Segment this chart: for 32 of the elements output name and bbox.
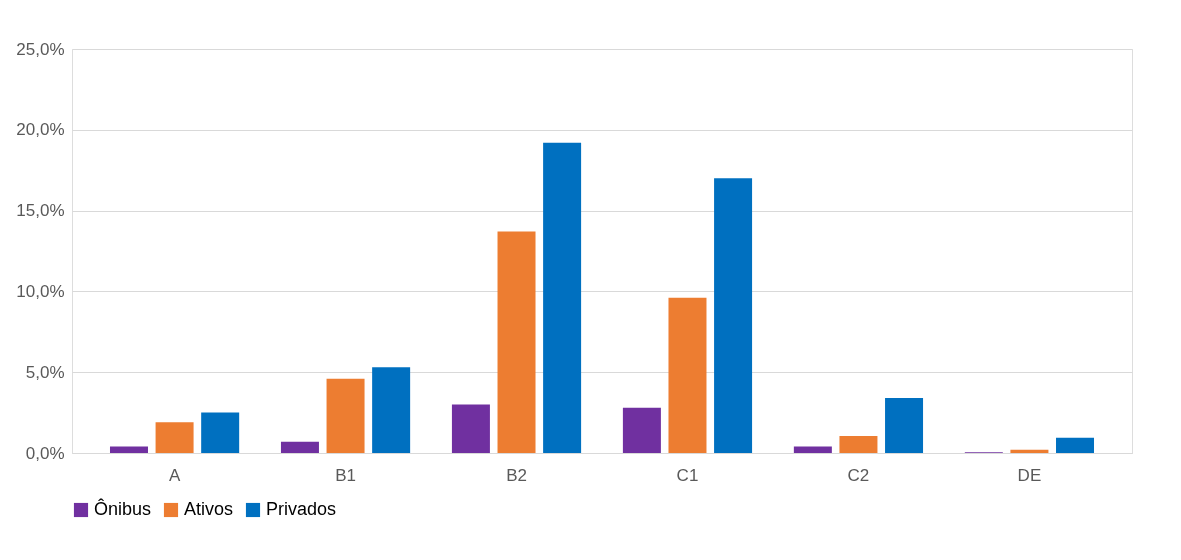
- bar: [201, 412, 240, 453]
- y-tick-label: 5,0%: [25, 362, 65, 382]
- x-tick-label: DE: [1017, 465, 1042, 485]
- y-tick-label: 15,0%: [16, 201, 65, 221]
- y-tick-label: 20,0%: [16, 120, 65, 140]
- bar: [451, 404, 490, 453]
- bar: [1010, 449, 1049, 453]
- bar: [793, 446, 832, 453]
- x-tick-label: C1: [676, 465, 699, 485]
- bar: [714, 178, 753, 453]
- x-tick-label: A: [168, 465, 181, 485]
- bar: [668, 297, 707, 453]
- bar: [280, 441, 319, 453]
- x-tick-label: B1: [335, 465, 356, 485]
- bar: [326, 378, 365, 453]
- legend-label: Privados: [266, 499, 337, 519]
- bar: [497, 231, 536, 453]
- bar: [1056, 437, 1095, 453]
- bar: [885, 398, 924, 453]
- y-tick-label: 0,0%: [25, 443, 65, 463]
- legend-label: Ônibus: [94, 498, 152, 519]
- bar: [839, 436, 878, 453]
- y-tick-label: 25,0%: [16, 39, 65, 59]
- bar: [543, 142, 582, 453]
- x-tick-label: B2: [506, 465, 527, 485]
- x-tick-label: C2: [847, 465, 870, 485]
- bar: [622, 407, 661, 453]
- legend-label: Ativos: [184, 499, 234, 519]
- bar: [109, 446, 148, 453]
- bar: [155, 422, 194, 453]
- bar: [372, 367, 411, 453]
- y-tick-label: 10,0%: [16, 281, 65, 301]
